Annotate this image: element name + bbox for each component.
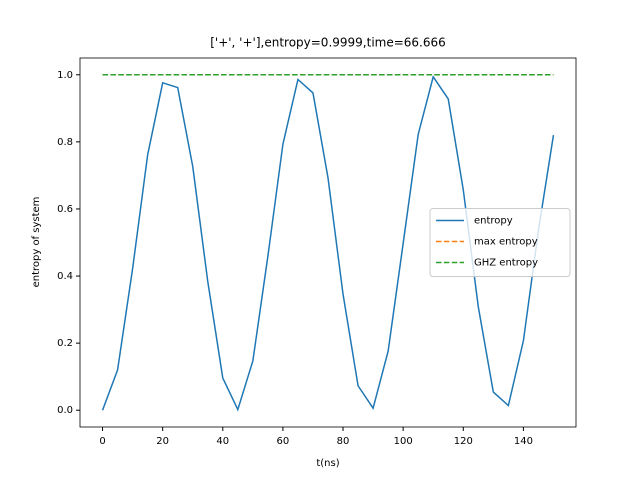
legend-label: max entropy [474, 237, 538, 248]
y-tick-label: 0.4 [57, 271, 73, 282]
x-axis-label: t(ns) [316, 458, 339, 469]
chart-title: ['+', '+'],entropy=0.9999,time=66.666 [210, 36, 446, 50]
y-tick-label: 0.6 [57, 204, 73, 215]
y-tick-label: 1.0 [57, 70, 73, 81]
x-tick-label: 0 [99, 436, 105, 447]
y-tick-label: 0.8 [57, 137, 73, 148]
y-tick-label: 0.0 [57, 405, 73, 416]
plot-frame [79, 57, 577, 428]
x-tick-label: 20 [156, 436, 169, 447]
x-tick-label: 80 [337, 436, 350, 447]
y-axis-label: entropy of system [31, 197, 42, 288]
legend-box [429, 208, 571, 277]
x-tick-label: 60 [277, 436, 290, 447]
legend-label: entropy [474, 216, 513, 227]
x-tick-label: 40 [216, 436, 229, 447]
y-tick-label: 0.2 [57, 338, 73, 349]
x-tick-label: 140 [514, 436, 533, 447]
x-tick-label: 120 [454, 436, 473, 447]
legend-label: GHZ entropy [474, 258, 538, 269]
x-tick-label: 100 [394, 436, 413, 447]
line [101, 74, 555, 412]
